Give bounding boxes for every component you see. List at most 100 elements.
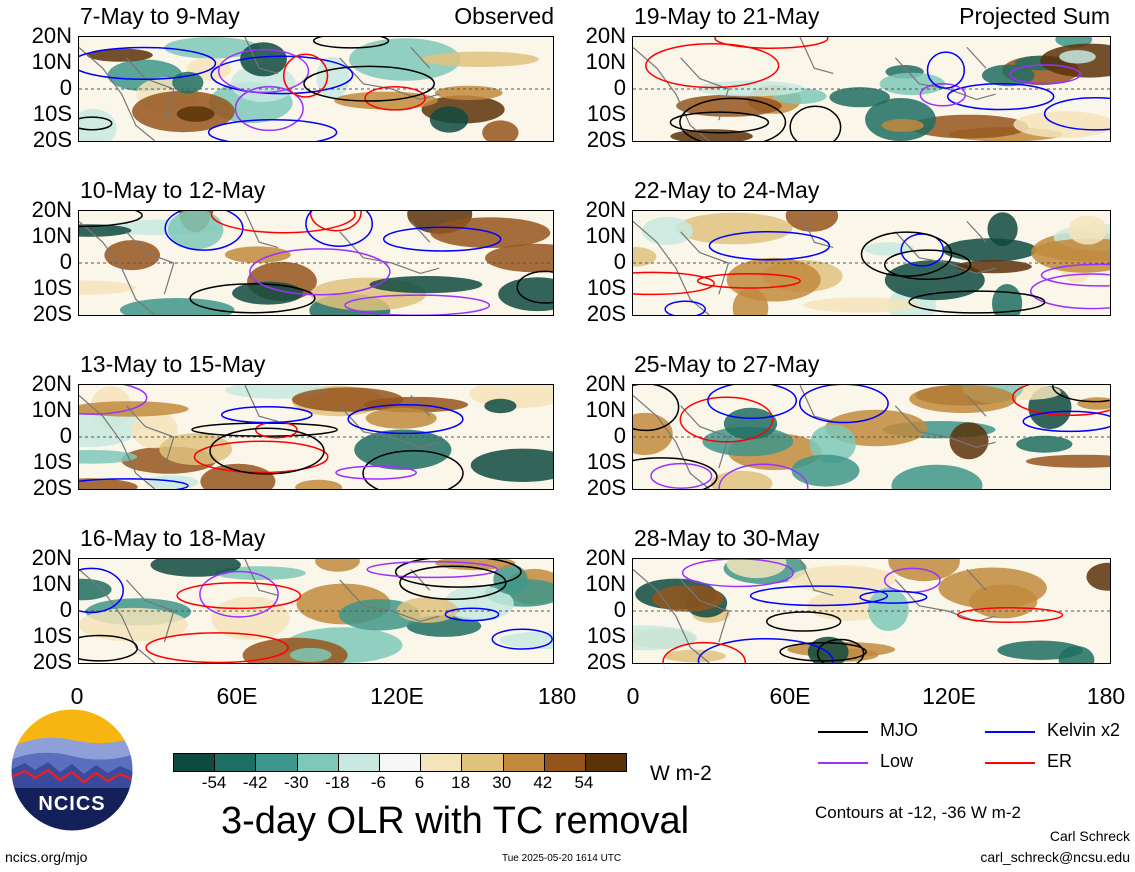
colorbar-tick: -30 <box>283 773 309 792</box>
panel-title: 16-May to 18-May <box>80 525 266 551</box>
colorbar-tick: -42 <box>242 773 268 792</box>
colorbar-swatch <box>215 754 257 771</box>
legend-mjo-label: MJO <box>880 720 918 740</box>
colorbar-swatch <box>544 754 586 771</box>
y-tick-label: 20S <box>32 649 72 674</box>
y-tick-label: 20S <box>32 127 72 152</box>
legend-kelvin-label: Kelvin x2 <box>1047 720 1121 740</box>
y-tick-label: 10S <box>32 275 72 300</box>
y-tick-label: 10S <box>586 275 626 300</box>
x-tick-left-0: 0 <box>70 683 84 709</box>
y-tick-label: 10N <box>31 571 72 596</box>
legend-er-line <box>985 762 1035 764</box>
legend-kelvin-line <box>985 731 1035 733</box>
y-tick-label: 0 <box>613 597 626 622</box>
y-tick-label: 10S <box>586 101 626 126</box>
y-tick-label: 10N <box>31 223 72 248</box>
olr-map-panel <box>632 384 1111 490</box>
logo-text: NCICS <box>38 793 106 815</box>
author-name: Carl Schreck <box>1049 828 1130 844</box>
panel-title: 22-May to 24-May <box>634 177 820 203</box>
colorbar-tick: 18 <box>451 773 471 792</box>
legend-er-label: ER <box>1047 751 1073 771</box>
colorbar-swatch <box>256 754 298 771</box>
y-tick-label: 20N <box>585 197 626 222</box>
colorbar-tick: 42 <box>533 773 553 792</box>
y-tick-label: 0 <box>613 75 626 100</box>
colorbar-tick: 30 <box>492 773 512 792</box>
site-url[interactable]: ncics.org/mjo <box>5 849 88 865</box>
y-tick-label: 10N <box>31 397 72 422</box>
colorbar-units: W m-2 <box>650 762 712 785</box>
y-tick-label: 20N <box>31 197 72 222</box>
y-tick-label: 10N <box>31 49 72 74</box>
legend-low-label: Low <box>880 751 914 771</box>
panel-title: 25-May to 27-May <box>634 351 820 377</box>
ncics-logo: NCICS <box>10 708 134 832</box>
panel-title: 10-May to 12-May <box>80 177 266 203</box>
panel-tag: Projected Sum <box>959 3 1110 29</box>
chart-title: 3-day OLR with TC removal <box>220 800 690 842</box>
colorbar-swatch <box>503 754 545 771</box>
colorbar <box>173 753 627 772</box>
y-tick-label: 20N <box>585 545 626 570</box>
panel-title: 28-May to 30-May <box>634 525 820 551</box>
olr-map-panel <box>632 210 1111 316</box>
y-tick-label: 20S <box>32 475 72 500</box>
colorbar-swatch <box>338 754 380 771</box>
colorbar-swatch <box>174 754 216 771</box>
panel-tag: Observed <box>454 3 554 29</box>
olr-map-panel <box>78 210 554 316</box>
y-tick-label: 20S <box>32 301 72 326</box>
y-tick-label: 0 <box>59 423 72 448</box>
y-tick-label: 10N <box>585 49 626 74</box>
x-tick-right-180: 180 <box>1086 683 1126 709</box>
author-email[interactable]: carl_schreck@ncsu.edu <box>980 849 1130 865</box>
y-tick-label: 20N <box>585 371 626 396</box>
y-tick-label: 10S <box>32 623 72 648</box>
y-tick-label: 0 <box>59 249 72 274</box>
y-tick-label: 0 <box>59 75 72 100</box>
olr-map-panel <box>632 36 1111 142</box>
contour-note: Contours at -12, -36 W m-2 <box>815 803 1021 822</box>
y-tick-label: 20S <box>586 127 626 152</box>
colorbar-swatch <box>462 754 504 771</box>
panel-title: 19-May to 21-May <box>634 3 820 29</box>
x-tick-right-0: 0 <box>626 683 640 709</box>
y-tick-label: 20S <box>586 649 626 674</box>
y-tick-label: 20S <box>586 475 626 500</box>
y-tick-label: 10S <box>32 101 72 126</box>
x-tick-left-180: 180 <box>537 683 577 709</box>
x-tick-right-60e: 60E <box>769 683 811 709</box>
x-tick-left-60e: 60E <box>216 683 258 709</box>
y-tick-label: 20N <box>585 23 626 48</box>
y-tick-label: 10S <box>32 449 72 474</box>
y-tick-label: 20S <box>586 301 626 326</box>
y-tick-label: 10N <box>585 397 626 422</box>
y-tick-label: 10S <box>586 449 626 474</box>
y-tick-label: 10N <box>585 571 626 596</box>
y-tick-label: 20N <box>31 545 72 570</box>
colorbar-swatch <box>421 754 463 771</box>
x-tick-right-120e: 120E <box>922 683 976 709</box>
colorbar-tick: 6 <box>414 773 425 792</box>
panel-title: 13-May to 15-May <box>80 351 266 377</box>
colorbar-tick: -18 <box>325 773 350 792</box>
x-tick-left-120e: 120E <box>370 683 424 709</box>
olr-map-panel <box>632 558 1111 664</box>
panel-title: 7-May to 9-May <box>80 3 240 29</box>
timestamp: Tue 2025-05-20 1614 UTC <box>502 853 622 864</box>
y-tick-label: 10N <box>585 223 626 248</box>
legend-low-line <box>818 762 868 764</box>
y-tick-label: 0 <box>613 423 626 448</box>
y-tick-label: 0 <box>613 249 626 274</box>
colorbar-swatch <box>297 754 339 771</box>
colorbar-tick: 54 <box>574 773 594 792</box>
olr-map-panel <box>78 384 554 490</box>
olr-map-panel <box>78 36 554 142</box>
olr-map-panel <box>78 558 554 664</box>
y-tick-label: 10S <box>586 623 626 648</box>
colorbar-swatch <box>379 754 422 771</box>
colorbar-tick: -54 <box>201 773 227 792</box>
colorbar-swatch <box>585 754 627 771</box>
